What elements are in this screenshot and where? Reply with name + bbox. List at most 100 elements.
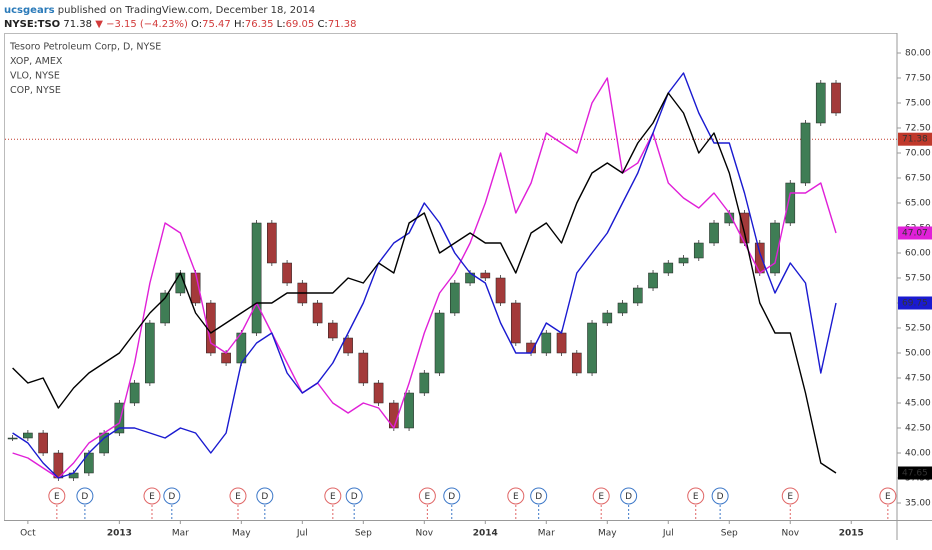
candle xyxy=(84,452,94,474)
x-tick-label: Nov xyxy=(416,529,434,539)
event-marker xyxy=(879,487,897,505)
candle xyxy=(434,312,445,374)
y-tick-label: 65.00 xyxy=(905,199,931,209)
event-marker xyxy=(324,487,342,505)
event-marker xyxy=(256,487,274,505)
candle xyxy=(343,337,353,354)
y-tick-label: 42.50 xyxy=(905,424,931,434)
event-label: E xyxy=(149,492,155,502)
legend-entry: COP, NYSE xyxy=(10,85,61,96)
y-tick-label: 40.00 xyxy=(905,449,931,459)
candle xyxy=(145,322,155,384)
event-label: E xyxy=(513,492,519,502)
candle xyxy=(419,372,430,394)
y-tick-label: 80.00 xyxy=(905,49,931,59)
quote-part: O: xyxy=(191,19,202,30)
candle xyxy=(648,272,658,289)
candle xyxy=(251,222,262,334)
y-tick-label: 75.00 xyxy=(905,99,931,109)
event-marker xyxy=(781,487,799,505)
candle xyxy=(754,242,765,274)
candle xyxy=(480,272,491,279)
published: published on TradingView.com, December 1… xyxy=(58,5,315,16)
last-value-box xyxy=(898,296,932,310)
last-value-label: 47.07 xyxy=(902,229,928,239)
quote-part: 71.38 xyxy=(63,19,92,30)
candle xyxy=(495,277,506,304)
candle xyxy=(114,402,125,434)
candle xyxy=(358,352,369,384)
x-tick-label: Nov xyxy=(781,529,799,539)
quote-part: H: xyxy=(234,19,245,30)
event-label: D xyxy=(168,492,175,502)
quote-part: C: xyxy=(317,19,327,30)
event-marker xyxy=(507,487,525,505)
candle xyxy=(160,292,170,324)
quote-line: NYSE:TSO 71.38 ▼ −3.15 (−4.23%) O:75.47 … xyxy=(4,19,356,30)
event-marker xyxy=(229,487,247,505)
candle xyxy=(221,352,231,364)
quote-part: 76.35 xyxy=(245,19,274,30)
candle xyxy=(663,262,674,274)
y-tick-label: 77.50 xyxy=(905,74,931,84)
x-tick-label: May xyxy=(598,529,617,539)
candle xyxy=(328,322,338,339)
y-tick-label: 50.00 xyxy=(905,349,931,359)
candle xyxy=(800,122,811,184)
candle xyxy=(831,82,841,114)
event-label: E xyxy=(885,492,891,502)
candle xyxy=(267,222,277,264)
candle xyxy=(541,332,552,354)
y-tick-label: 70.00 xyxy=(905,149,931,159)
x-tick-label: Oct xyxy=(20,529,36,539)
event-marker xyxy=(620,487,638,505)
x-tick-label: 2014 xyxy=(473,529,498,539)
candle xyxy=(129,382,140,404)
x-tick-label: Mar xyxy=(172,529,189,539)
event-marker xyxy=(711,487,729,505)
event-label: E xyxy=(425,492,431,502)
y-tick-label: 35.00 xyxy=(905,499,931,509)
event-label: E xyxy=(598,492,604,502)
candle xyxy=(38,432,48,454)
x-tick-label: Sep xyxy=(721,529,738,539)
candle xyxy=(587,322,597,374)
header-line: ucsgears published on TradingView.com, D… xyxy=(4,5,315,16)
event-label: E xyxy=(235,492,241,502)
y-tick-label: 47.50 xyxy=(905,374,931,384)
event-label: D xyxy=(81,492,88,502)
event-label: D xyxy=(261,492,268,502)
quote-part: −3.15 (−4.23%) xyxy=(106,19,188,30)
candle xyxy=(449,282,460,314)
candle xyxy=(632,287,643,304)
quote-part: 75.47 xyxy=(202,19,231,30)
event-marker xyxy=(443,487,461,505)
y-tick-label: 57.50 xyxy=(905,274,931,284)
x-tick-label: May xyxy=(232,529,251,539)
candle xyxy=(678,257,689,264)
candle xyxy=(312,302,323,324)
candle xyxy=(785,182,796,224)
series-line xyxy=(12,92,837,474)
candle xyxy=(617,302,628,314)
x-tick-label: 2013 xyxy=(107,529,132,539)
candle xyxy=(739,212,750,244)
legend-entry: Tesoro Petroleum Corp, D, NYSE xyxy=(9,42,161,53)
event-label: E xyxy=(54,492,60,502)
last-value-label: 71.38 xyxy=(902,135,928,145)
series-line xyxy=(12,72,837,479)
candle xyxy=(571,352,582,374)
candle xyxy=(510,302,521,344)
event-label: D xyxy=(625,492,632,502)
quote-part: L: xyxy=(277,19,286,30)
quote-part: NYSE:TSO xyxy=(4,19,60,30)
x-tick-label: Mar xyxy=(538,529,555,539)
last-value-label: 47.65 xyxy=(902,469,928,479)
candle xyxy=(815,82,826,124)
candle xyxy=(709,222,719,244)
event-marker xyxy=(592,487,610,505)
last-value-box xyxy=(898,226,932,240)
event-label: E xyxy=(693,492,699,502)
event-label: E xyxy=(330,492,336,502)
